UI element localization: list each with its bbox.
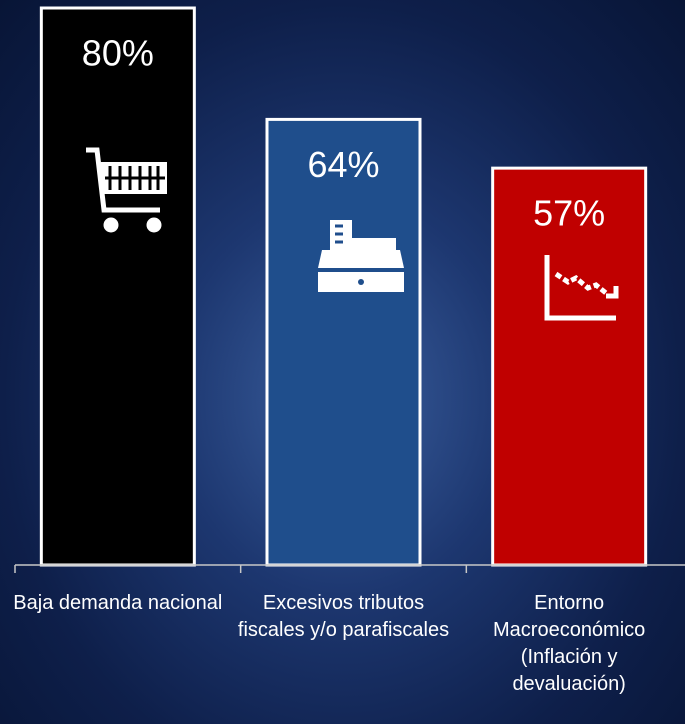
register-icon [318,220,404,292]
x-tick-label: Excesivos tributos fiscales y/o parafisc… [237,592,450,641]
value-label: 57% [533,193,605,234]
bar [491,166,648,567]
cart-icon [86,147,167,233]
value-label: 64% [307,144,379,185]
x-tick-label: Baja demanda nacional [13,592,223,614]
bar [265,117,422,567]
value-label: 80% [82,33,154,74]
x-tick-label: Entorno Macroeconómico (Inflación y deva… [493,592,646,695]
bar [39,6,196,567]
decline-icon [544,255,619,321]
